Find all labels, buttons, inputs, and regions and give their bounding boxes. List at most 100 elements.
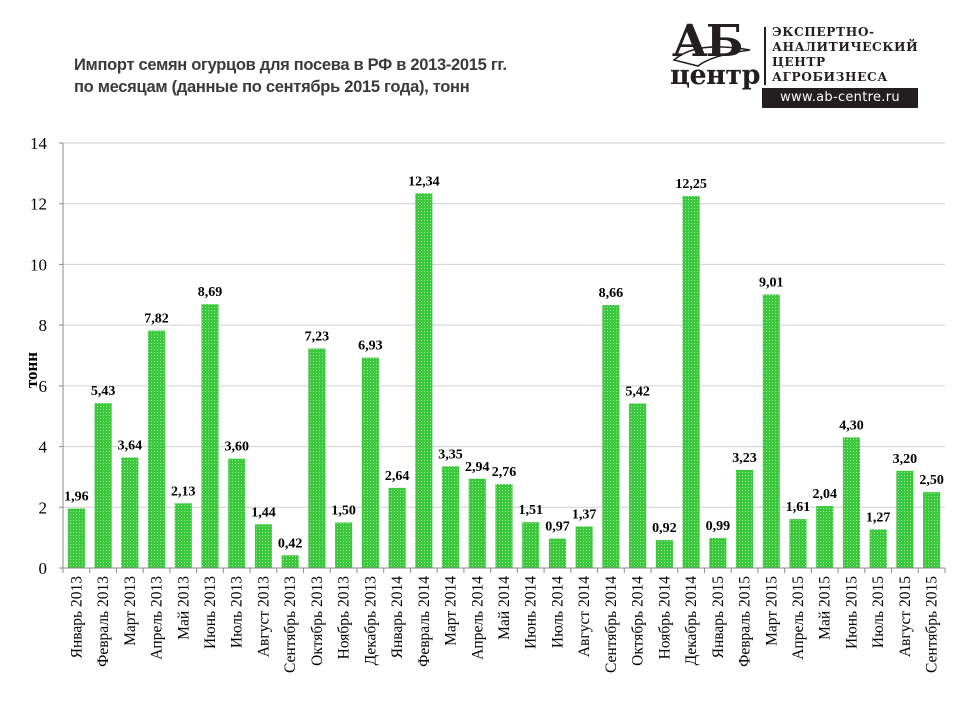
logo-ab: АБ <box>672 16 743 67</box>
logo-line: АГРОБИЗНЕСА <box>772 70 888 84</box>
logo-line: ЦЕНТР <box>772 55 826 69</box>
x-tick-label: Март 2014 <box>443 576 460 646</box>
x-tick-label: Апрель 2013 <box>149 576 166 660</box>
bar <box>816 506 834 568</box>
x-tick-label: Июль 2015 <box>870 576 887 648</box>
data-label: 3,23 <box>732 451 757 466</box>
bar <box>522 522 540 568</box>
data-label: 3,64 <box>118 439 143 454</box>
data-label: 4,30 <box>839 418 864 433</box>
x-tick-label: Октябрь 2014 <box>630 576 647 666</box>
data-label: 0,92 <box>652 521 677 536</box>
x-tick-label: Октябрь 2013 <box>309 576 326 666</box>
data-label: 2,94 <box>465 460 490 475</box>
x-tick-label: Ноябрь 2014 <box>656 576 673 660</box>
y-tick-label: 12 <box>30 195 47 214</box>
data-label: 0,97 <box>545 520 570 535</box>
logo-mark: АБ центр <box>668 16 761 95</box>
x-tick-label: Июнь 2015 <box>843 576 860 649</box>
data-label: 6,93 <box>358 339 383 354</box>
bar <box>575 526 593 568</box>
bar <box>94 403 112 568</box>
y-tick-label: 14 <box>30 134 48 153</box>
x-tick-label: Май 2014 <box>496 576 513 640</box>
data-label: 5,43 <box>91 384 116 399</box>
leaf-icon <box>672 46 751 67</box>
bar <box>147 330 166 568</box>
logo-centr: центр <box>670 60 761 91</box>
y-tick-label: 2 <box>39 498 48 517</box>
data-label: 2,64 <box>385 469 410 484</box>
bar <box>629 403 647 568</box>
chart-title-line1: Импорт семян огурцов для посева в РФ в 2… <box>74 56 507 74</box>
bar <box>548 538 567 568</box>
data-label: 3,35 <box>438 447 463 462</box>
data-label: 9,01 <box>759 275 784 290</box>
bar <box>388 487 406 568</box>
bar <box>495 484 513 568</box>
y-tick-label: 0 <box>39 559 48 578</box>
data-label: 1,27 <box>866 510 891 525</box>
y-tick-label: 10 <box>30 255 47 274</box>
bar <box>682 196 700 568</box>
bar <box>335 522 353 568</box>
bar <box>655 540 673 568</box>
x-tick-label: Май 2015 <box>817 576 834 640</box>
bar <box>869 529 887 568</box>
data-label: 0,42 <box>278 536 303 551</box>
chart-title-line2: по месяцам (данные по сентябрь 2015 года… <box>74 78 470 96</box>
y-axis-ticks: 0 2 4 6 8 10 12 14 <box>30 134 63 578</box>
x-tick-label: Декабрь 2013 <box>362 576 379 666</box>
bar <box>228 458 246 568</box>
x-axis-labels: Январь 2013 Февраль 2013 Март 2013 Апрель 2… <box>68 576 940 673</box>
data-label: 2,76 <box>492 465 517 480</box>
bar <box>709 537 727 568</box>
bar <box>441 466 460 568</box>
bar <box>415 193 433 568</box>
data-label: 0,99 <box>706 519 731 534</box>
ab-centre-logo: АБ центр ЭКСПЕРТНО- АНАЛИТИЧЕСКИЙ ЦЕНТР … <box>668 16 940 110</box>
data-labels: 1,96 5,43 3,64 7,82 2,13 8,69 3,60 1,44 0,42 7,23… <box>64 174 944 551</box>
x-tick-label: Апрель 2015 <box>790 576 807 660</box>
x-tick-label: Август 2014 <box>576 576 593 657</box>
bar <box>896 470 914 568</box>
y-tick-label: 4 <box>39 438 48 457</box>
bar <box>308 348 326 568</box>
data-label: 5,42 <box>625 384 650 399</box>
data-label: 7,23 <box>305 330 330 345</box>
bar <box>254 524 273 568</box>
bar <box>923 492 941 568</box>
data-label: 8,69 <box>198 285 223 300</box>
bar <box>361 357 379 568</box>
data-label: 1,50 <box>331 503 356 518</box>
gridlines <box>63 142 945 508</box>
data-label: 1,51 <box>518 503 543 518</box>
x-tick-label: Март 2013 <box>122 576 139 646</box>
x-tick-label: Январь 2015 <box>710 576 727 659</box>
x-tick-label: Февраль 2015 <box>737 576 754 667</box>
data-label: 12,34 <box>408 174 440 189</box>
x-tick-label: Декабрь 2014 <box>683 576 700 666</box>
bar <box>842 437 861 568</box>
x-tick-label: Июнь 2013 <box>202 576 219 649</box>
x-tick-label: Сентябрь 2014 <box>603 576 620 673</box>
x-tick-label: Январь 2014 <box>389 576 406 659</box>
bar <box>602 305 620 568</box>
data-label: 3,20 <box>893 452 918 467</box>
data-label: 7,82 <box>144 312 169 327</box>
data-label: 8,66 <box>599 286 624 301</box>
bar <box>762 294 780 568</box>
data-label: 1,44 <box>251 505 276 520</box>
logo-org-name: ЭКСПЕРТНО- АНАЛИТИЧЕСКИЙ ЦЕНТР АГРОБИЗНЕ… <box>772 25 918 85</box>
data-label: 12,25 <box>675 177 707 192</box>
data-label: 2,04 <box>812 487 837 502</box>
bar <box>468 478 486 568</box>
x-tick-label: Ноябрь 2013 <box>336 576 353 660</box>
data-label: 3,60 <box>224 440 249 455</box>
bar <box>67 508 85 568</box>
x-tick-label: Август 2013 <box>255 576 272 657</box>
logo-line: АНАЛИТИЧЕСКИЙ <box>772 40 919 54</box>
bar <box>789 519 807 568</box>
x-tick-label: Январь 2013 <box>68 576 85 659</box>
